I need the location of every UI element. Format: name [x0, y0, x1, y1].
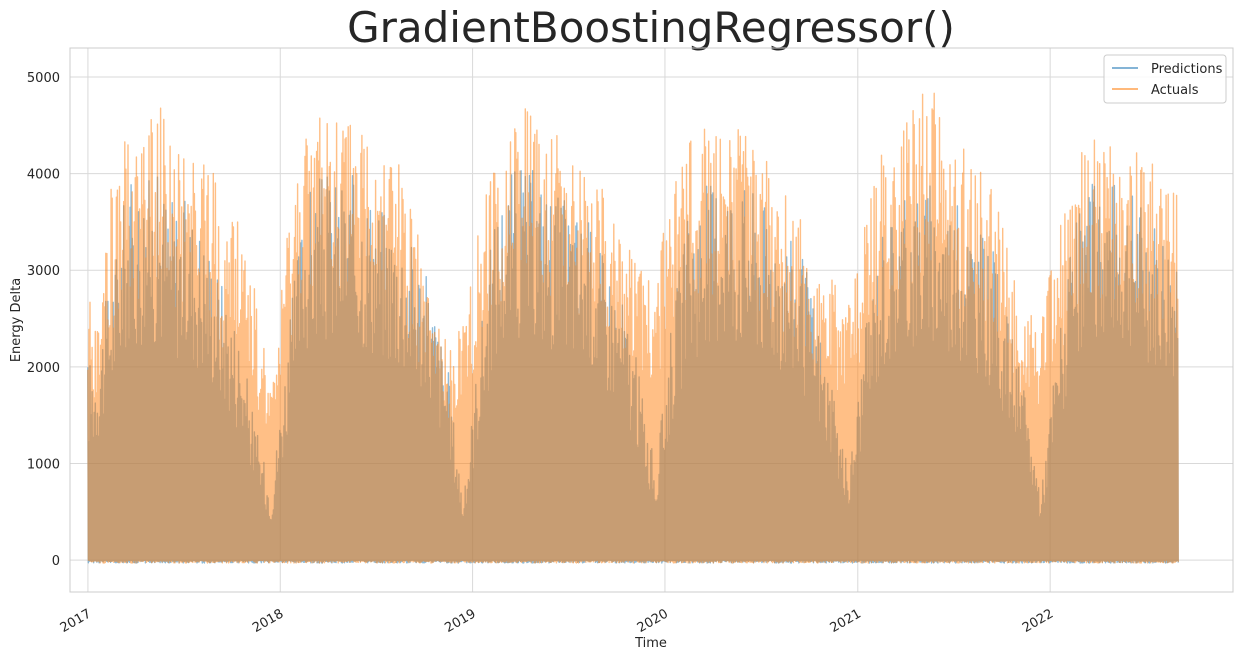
x-tick-label: 2021	[828, 606, 864, 636]
x-tick-label: 2022	[1020, 606, 1056, 636]
x-axis-label: Time	[634, 636, 667, 651]
x-tick-label: 2020	[635, 606, 671, 636]
y-tick-label: 0	[52, 554, 60, 569]
chart-title: GradientBoostingRegressor()	[347, 3, 955, 52]
y-tick-label: 1000	[27, 457, 60, 472]
y-tick-labels: 0 1000 2000 3000 4000 5000	[27, 71, 60, 569]
x-tick-labels: 2017 2018 2019 2020 2021 2022	[58, 606, 1056, 636]
series-line-actuals	[87, 92, 1179, 564]
legend-label-predictions: Predictions	[1151, 62, 1223, 77]
x-tick-label: 2018	[250, 606, 286, 636]
x-tick-label: 2017	[58, 606, 94, 636]
plot-frame	[69, 47, 1234, 593]
y-tick-label: 2000	[27, 361, 60, 376]
legend: Predictions Actuals	[1103, 54, 1227, 104]
y-tick-label: 4000	[27, 168, 60, 183]
series-layer	[87, 92, 1179, 564]
legend-label-actuals: Actuals	[1151, 83, 1199, 98]
y-tick-label: 5000	[27, 71, 60, 86]
y-tick-label: 3000	[27, 264, 60, 279]
y-axis-label: Energy Delta	[9, 278, 24, 362]
x-tick-label: 2019	[442, 606, 478, 636]
